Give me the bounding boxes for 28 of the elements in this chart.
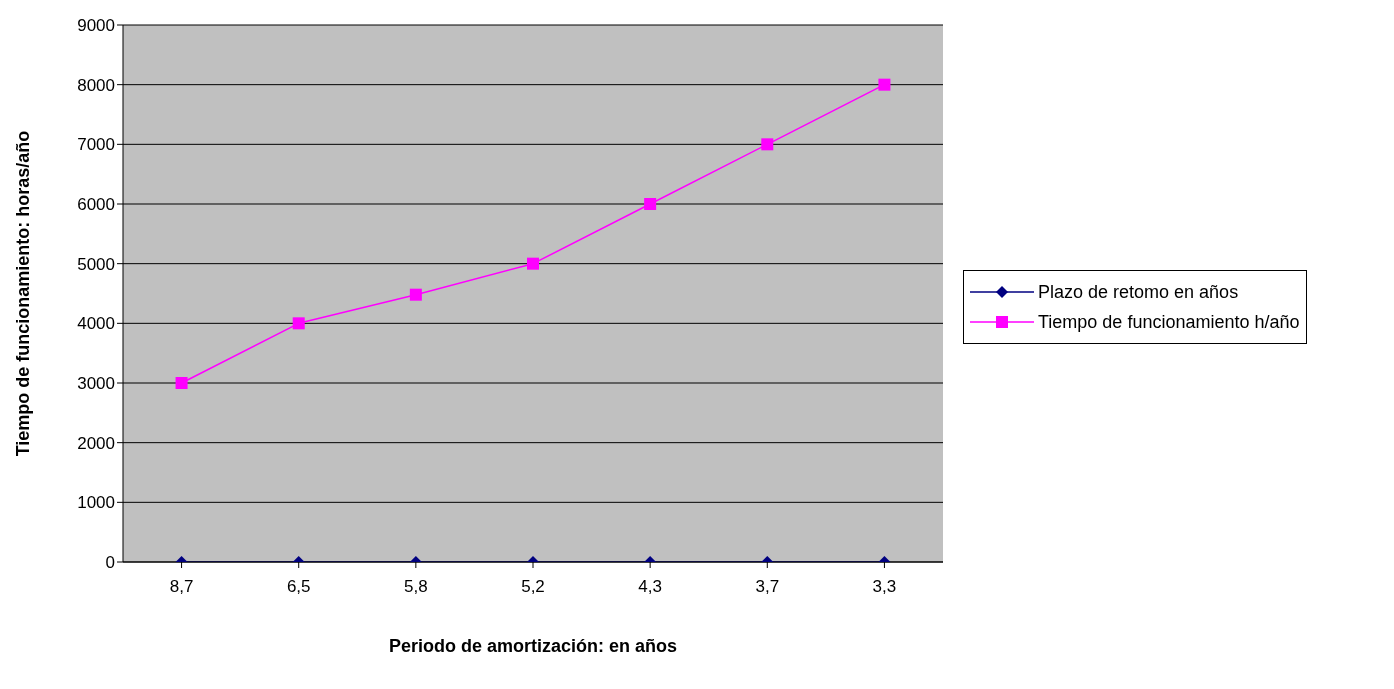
y-tick-label: 8000 — [77, 75, 115, 95]
x-tick-label: 8,7 — [169, 577, 194, 597]
point — [527, 257, 539, 270]
x-tick-label: 3,3 — [872, 577, 897, 597]
y-tick-label: 4000 — [77, 314, 115, 334]
point — [644, 198, 657, 210]
y-tick-label: 0 — [105, 553, 115, 573]
x-tick-label: 6,5 — [286, 577, 311, 597]
point — [175, 377, 188, 389]
legend-label: Tiempo de funcionamiento h/año — [1038, 311, 1300, 333]
y-tick-label: 1000 — [77, 493, 115, 513]
y-tick-label: 9000 — [77, 16, 115, 36]
point — [878, 78, 891, 91]
point — [761, 138, 774, 151]
x-axis-title: Periodo de amortización: en años — [388, 636, 678, 656]
point — [409, 288, 422, 301]
y-tick-label: 7000 — [77, 135, 115, 155]
x-tick-label: 5,8 — [404, 577, 428, 597]
y-tick-label: 3000 — [77, 374, 115, 394]
point — [292, 317, 305, 330]
x-tick-label: 5,2 — [521, 577, 545, 597]
y-axis-title: Tiempo de funcionamiento: horas/año — [13, 130, 34, 457]
y-tick-label: 5000 — [77, 254, 115, 274]
y-tick-label: 6000 — [77, 195, 115, 215]
y-tick-label: 2000 — [77, 433, 115, 453]
x-tick-label: 4,3 — [638, 577, 662, 597]
x-tick-label: 3,7 — [755, 577, 780, 597]
legend-label: Plazo de retomo en años — [1038, 281, 1239, 303]
